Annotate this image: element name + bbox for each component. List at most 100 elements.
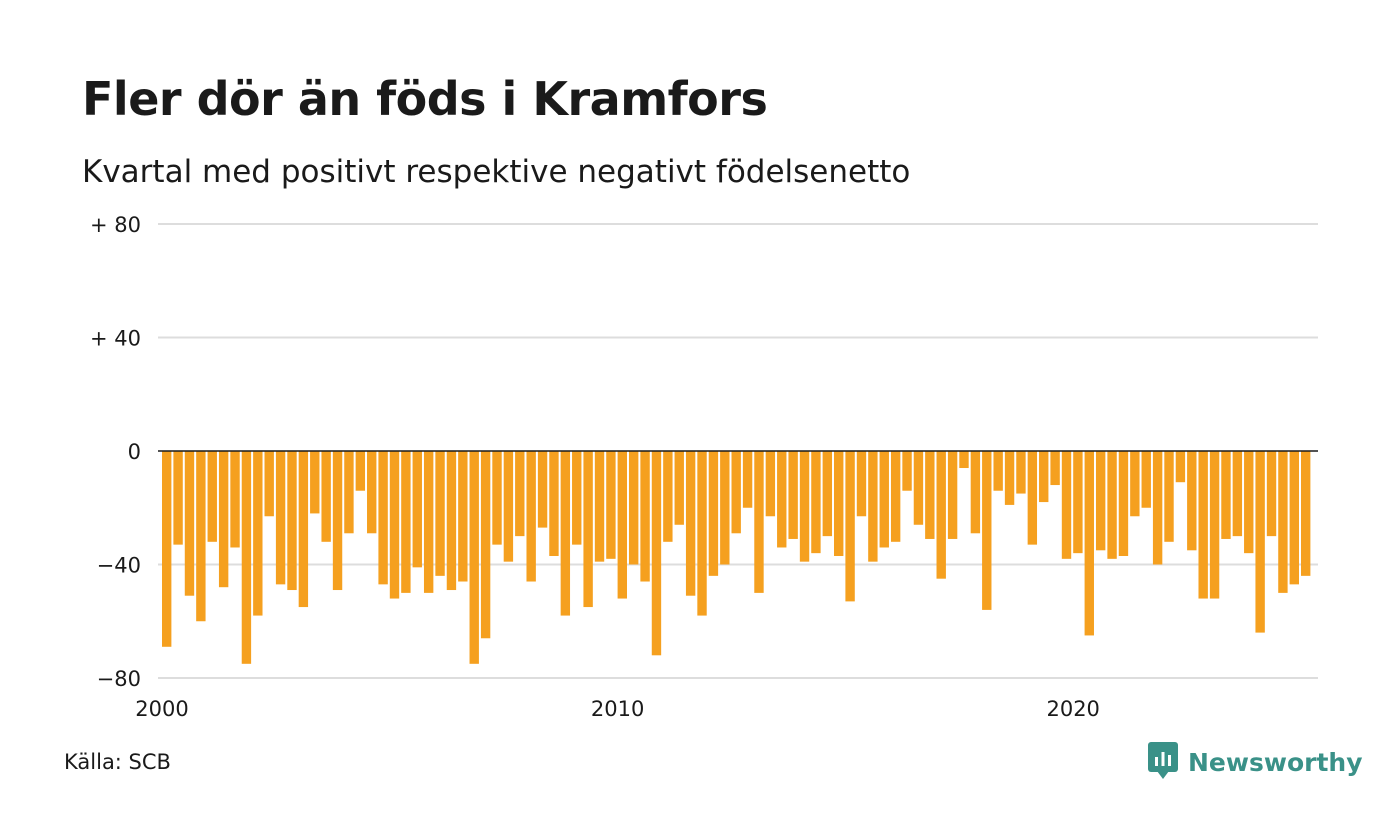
bar	[1266, 451, 1277, 537]
bar	[355, 451, 366, 491]
bar	[458, 451, 468, 582]
bar	[1130, 451, 1140, 517]
bar	[663, 451, 673, 542]
newsworthy-brand: Newsworthy	[1148, 742, 1363, 782]
bar	[993, 451, 1003, 491]
bar	[173, 451, 183, 545]
bar	[856, 451, 867, 517]
bar	[685, 451, 696, 596]
bar	[617, 451, 627, 599]
bar	[765, 451, 776, 517]
bar	[515, 451, 525, 537]
bar	[879, 451, 889, 548]
bar	[526, 451, 536, 582]
bars	[162, 451, 1311, 664]
bar	[1004, 451, 1015, 505]
bar	[560, 451, 571, 616]
bar	[1198, 451, 1208, 599]
bar	[287, 451, 297, 591]
bar	[834, 451, 844, 556]
bar	[298, 451, 309, 608]
bar	[606, 451, 616, 559]
bar	[1255, 451, 1265, 633]
bar	[811, 451, 821, 554]
chart-title: Fler dör än föds i Kramfors	[82, 72, 768, 126]
bar	[1084, 451, 1094, 636]
bar	[184, 451, 195, 596]
bar	[344, 451, 354, 534]
bar	[332, 451, 343, 591]
bar	[253, 451, 263, 616]
bar	[241, 451, 252, 664]
bar	[913, 451, 924, 525]
bar	[936, 451, 946, 579]
bar	[959, 451, 969, 469]
bar	[947, 451, 958, 539]
bar	[310, 451, 320, 514]
gridlines	[158, 223, 1318, 679]
bar	[731, 451, 741, 534]
bar	[389, 451, 400, 599]
bar	[1050, 451, 1060, 486]
bar	[1152, 451, 1163, 565]
bar	[754, 451, 764, 593]
y-tick-label: + 40	[90, 327, 141, 351]
bar	[230, 451, 240, 548]
bar	[401, 451, 411, 593]
bar	[583, 451, 593, 608]
newsworthy-chart-bubble-icon	[1148, 742, 1178, 779]
brand-name: Newsworthy	[1188, 747, 1363, 777]
bar	[628, 451, 639, 565]
bar	[1244, 451, 1254, 554]
bar	[720, 451, 730, 565]
bar	[492, 451, 502, 545]
bar	[1221, 451, 1231, 539]
bar	[594, 451, 605, 562]
bar	[218, 451, 229, 588]
bar	[1107, 451, 1117, 559]
bar	[890, 451, 901, 542]
y-tick-label: + 80	[90, 213, 141, 237]
x-tick-label: 2020	[1046, 697, 1099, 721]
bar	[1039, 451, 1049, 503]
bar	[1061, 451, 1072, 559]
bar	[321, 451, 331, 542]
bar	[275, 451, 286, 585]
bar	[549, 451, 559, 556]
bar	[1118, 451, 1129, 556]
bar	[708, 451, 719, 576]
bar	[674, 451, 684, 525]
bar	[788, 451, 798, 539]
chart-subtitle: Kvartal med positivt respektive negativt…	[82, 154, 911, 190]
y-tick-label: −40	[97, 554, 141, 578]
bar	[572, 451, 582, 545]
bar	[1073, 451, 1083, 554]
bar	[1027, 451, 1038, 545]
bar	[435, 451, 445, 576]
bar	[777, 451, 787, 548]
bar	[1095, 451, 1106, 551]
bar	[1289, 451, 1299, 585]
x-tick-label: 2000	[135, 697, 188, 721]
bar	[1301, 451, 1311, 576]
bar	[868, 451, 878, 562]
bar	[207, 451, 217, 542]
bar	[537, 451, 548, 528]
x-tick-label: 2010	[591, 697, 644, 721]
axes: + 80 + 40 0 −40 −80 2000 2010 2020	[90, 213, 1318, 721]
source-label: Källa: SCB	[64, 750, 171, 774]
bar	[1278, 451, 1288, 593]
y-tick-label: 0	[128, 440, 141, 464]
bar	[1175, 451, 1186, 483]
bar	[742, 451, 753, 508]
bar	[378, 451, 388, 585]
bar	[697, 451, 707, 616]
y-tick-label: −80	[97, 667, 141, 691]
bar	[196, 451, 206, 622]
bar	[412, 451, 422, 568]
bar	[264, 451, 274, 517]
bar	[1164, 451, 1174, 542]
bar	[1209, 451, 1220, 599]
bar	[446, 451, 457, 591]
